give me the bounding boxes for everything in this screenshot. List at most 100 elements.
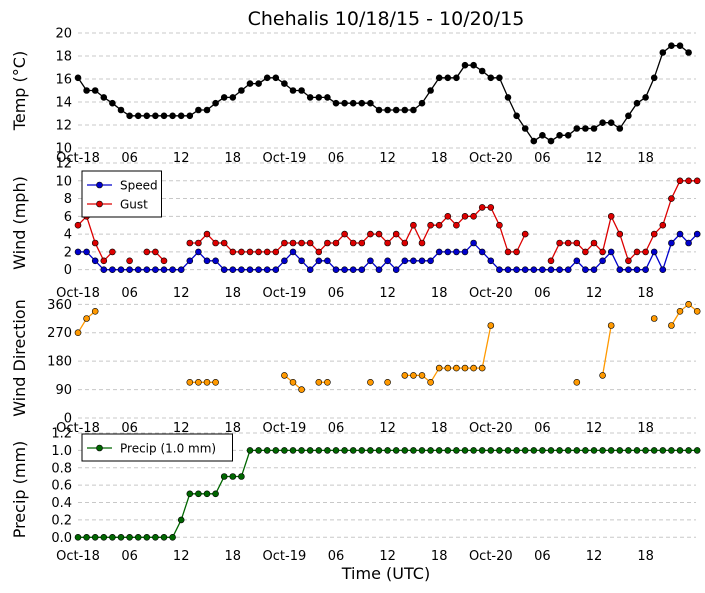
data-point — [427, 257, 434, 265]
data-point — [392, 106, 400, 114]
series-direction — [74, 300, 701, 393]
data-point — [650, 74, 658, 82]
data-point — [650, 248, 658, 256]
data-point — [521, 447, 529, 454]
data-point — [238, 266, 245, 274]
x-tick-label: 06 — [328, 151, 345, 166]
data-point — [281, 80, 288, 87]
data-point — [418, 447, 426, 454]
data-point — [573, 257, 581, 265]
legend-swatch-marker — [96, 444, 103, 452]
data-point — [633, 248, 641, 256]
data-point — [599, 372, 606, 379]
x-tick-label: 12 — [586, 151, 603, 166]
x-tick-label: Oct-18 — [56, 286, 100, 301]
data-point — [668, 447, 675, 454]
y-tick-label: 0.4 — [51, 496, 72, 511]
data-point — [633, 266, 641, 274]
x-tick-label: Oct-20 — [469, 549, 513, 564]
legend-label: Precip (1.0 mm) — [120, 442, 216, 456]
data-point — [590, 447, 598, 454]
data-point — [590, 239, 598, 247]
series-gust — [74, 177, 701, 265]
x-tick-label: Oct-20 — [469, 421, 513, 436]
data-point — [392, 230, 400, 238]
data-point — [126, 266, 133, 274]
y-tick-label: 1.0 — [51, 444, 72, 459]
data-point — [496, 74, 503, 82]
legend: Speed Gust — [81, 170, 162, 218]
data-point — [91, 533, 99, 541]
data-point — [582, 447, 589, 454]
data-point — [435, 447, 443, 454]
data-point — [427, 221, 434, 229]
data-point — [212, 257, 219, 265]
x-tick-label: 12 — [379, 286, 396, 301]
data-point — [504, 266, 512, 274]
data-point — [607, 447, 615, 454]
data-point — [590, 266, 598, 274]
data-point — [470, 61, 477, 69]
y-axis-label: Temp (°C) — [10, 51, 29, 131]
data-point — [332, 447, 340, 454]
data-point — [685, 239, 692, 247]
data-point — [238, 87, 245, 94]
data-point — [83, 533, 90, 541]
data-point — [616, 447, 624, 454]
data-point — [401, 106, 409, 114]
data-point — [607, 119, 615, 126]
data-point — [169, 112, 176, 120]
data-point — [126, 257, 133, 265]
data-point — [556, 266, 563, 274]
data-point — [693, 307, 701, 315]
data-point — [91, 257, 99, 265]
data-point — [556, 239, 563, 247]
x-tick-label: 06 — [534, 549, 551, 564]
data-point — [349, 447, 357, 454]
x-tick-label: 18 — [225, 421, 242, 436]
data-point — [229, 248, 237, 256]
data-point — [453, 74, 460, 82]
y-tick-label: 4 — [64, 228, 72, 243]
data-point — [676, 447, 684, 454]
data-point — [410, 447, 417, 454]
data-point — [74, 74, 82, 82]
x-tick-label: 12 — [173, 151, 190, 166]
series-speed — [74, 230, 701, 274]
data-point — [496, 447, 503, 454]
data-point — [186, 257, 194, 265]
panel-temp: 10 12 14 16 18 20 Oct-18 06 12 18 Oct-19 06 12 18 Oct-… — [10, 27, 696, 166]
data-point — [91, 307, 99, 315]
data-point — [306, 94, 314, 101]
data-point — [685, 49, 692, 56]
y-tick-label: 18 — [55, 50, 72, 65]
data-point — [263, 447, 271, 454]
series-line — [78, 449, 698, 538]
data-point — [410, 106, 417, 114]
data-point — [599, 447, 606, 454]
data-point — [195, 106, 202, 114]
data-point — [427, 87, 434, 94]
x-axis-label: Time (UTC) — [341, 564, 430, 583]
data-point — [444, 248, 452, 256]
data-point — [229, 266, 237, 274]
y-tick-label: 10 — [55, 174, 72, 189]
data-point — [160, 257, 168, 265]
data-point — [659, 266, 667, 274]
data-point — [564, 447, 572, 454]
data-point — [83, 315, 90, 322]
x-tick-label: 06 — [328, 421, 345, 436]
x-tick-label: 06 — [121, 549, 138, 564]
data-point — [134, 112, 142, 120]
data-point — [289, 87, 297, 94]
x-tick-label: 18 — [431, 286, 448, 301]
y-tick-label: 0.2 — [51, 513, 72, 528]
data-point — [83, 248, 90, 256]
data-point — [177, 266, 185, 274]
data-point — [134, 533, 142, 541]
data-point — [212, 490, 219, 498]
data-point — [487, 74, 495, 82]
data-point — [582, 125, 589, 132]
x-tick-label: 18 — [637, 421, 654, 436]
data-point — [229, 473, 237, 480]
